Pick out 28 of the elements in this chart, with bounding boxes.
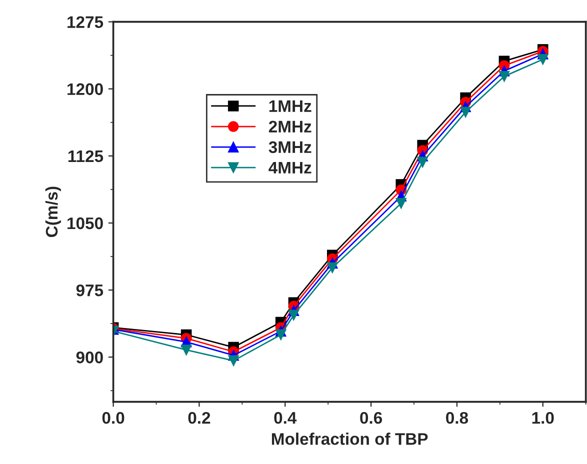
point <box>460 106 471 118</box>
x-tick-label: 0.0 <box>102 412 124 424</box>
y-tick-label: 1125 <box>68 150 104 162</box>
x-tick-label: 0.8 <box>446 412 468 424</box>
x-tick-label: 0.6 <box>360 412 382 424</box>
point <box>180 344 192 356</box>
point <box>498 70 510 82</box>
x-tick-label: 1.0 <box>532 412 554 424</box>
y-tick-label: 1275 <box>68 16 104 28</box>
legend-label: 3MHz <box>268 141 312 154</box>
x-tick-label: 0.2 <box>188 412 210 424</box>
point <box>326 262 338 274</box>
point <box>537 54 548 65</box>
point <box>396 198 406 209</box>
point <box>228 355 239 366</box>
point <box>288 310 300 320</box>
legend-label: 1MHz <box>269 100 312 112</box>
point <box>275 329 286 340</box>
y-tick-label: 900 <box>76 352 103 364</box>
legend-label: 2MHz <box>268 120 312 132</box>
y-tick-label: 1200 <box>68 83 103 96</box>
y-tick-label: 1050 <box>68 217 103 230</box>
x-axis-title: Molefraction of TBP <box>272 432 428 445</box>
x-tick-label: 0.4 <box>274 412 297 424</box>
legend-label: 4MHz <box>268 162 312 174</box>
point <box>417 156 428 168</box>
y-axis-title: C(m/s) <box>45 186 61 238</box>
y-tick-label: 975 <box>76 284 104 296</box>
